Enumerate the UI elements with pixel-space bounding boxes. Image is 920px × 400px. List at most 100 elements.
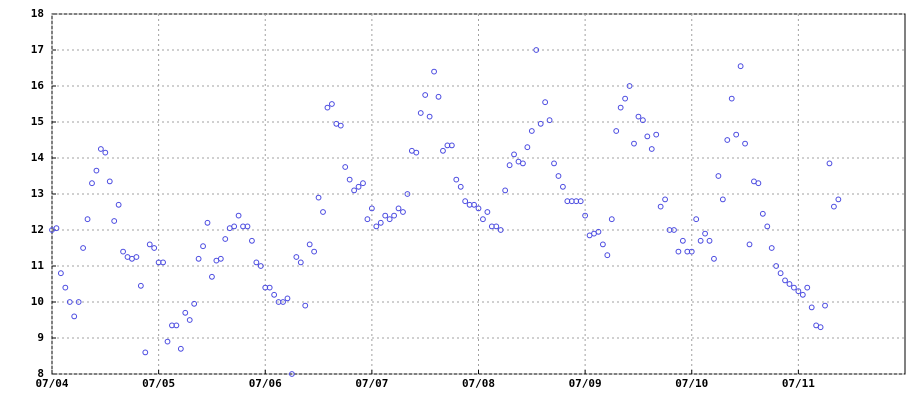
data-point bbox=[480, 216, 486, 223]
data-point bbox=[773, 263, 780, 269]
data-point bbox=[284, 295, 291, 302]
data-point bbox=[164, 338, 171, 345]
data-point bbox=[746, 241, 753, 248]
x-tick-label: 07/07 bbox=[355, 377, 388, 390]
data-point bbox=[342, 164, 349, 170]
data-point bbox=[595, 228, 602, 235]
data-point bbox=[57, 270, 64, 277]
data-point bbox=[528, 128, 535, 134]
data-point bbox=[702, 230, 708, 237]
data-point bbox=[551, 160, 557, 167]
data-point bbox=[386, 216, 393, 223]
data-point bbox=[351, 187, 358, 194]
data-point bbox=[511, 151, 517, 158]
data-point bbox=[782, 277, 788, 284]
data-point bbox=[160, 259, 166, 266]
data-point bbox=[204, 219, 211, 226]
data-point bbox=[115, 201, 122, 208]
data-point bbox=[360, 180, 366, 187]
data-point bbox=[257, 263, 264, 269]
x-tick-label: 07/05 bbox=[142, 377, 175, 390]
data-point bbox=[417, 110, 424, 116]
data-point bbox=[524, 144, 531, 151]
data-point bbox=[697, 237, 704, 244]
y-tick-label: 17 bbox=[31, 43, 44, 56]
data-point bbox=[186, 317, 193, 323]
data-point bbox=[89, 180, 95, 187]
data-point bbox=[324, 104, 331, 111]
data-point bbox=[177, 345, 184, 352]
data-point bbox=[542, 99, 549, 106]
data-point bbox=[302, 302, 309, 309]
data-point bbox=[235, 212, 242, 219]
data-point bbox=[613, 128, 620, 134]
data-point bbox=[62, 284, 69, 291]
data-point bbox=[675, 248, 682, 255]
data-point bbox=[599, 241, 606, 248]
y-tick-label: 13 bbox=[31, 187, 44, 200]
data-point bbox=[693, 216, 700, 223]
data-point bbox=[648, 146, 655, 152]
data-point bbox=[671, 227, 677, 233]
data-point bbox=[644, 133, 651, 140]
data-point bbox=[311, 248, 318, 255]
data-point bbox=[137, 282, 144, 289]
data-point bbox=[315, 194, 322, 201]
data-point bbox=[622, 95, 629, 102]
data-point bbox=[724, 137, 731, 143]
x-tick-label: 07/04 bbox=[35, 377, 68, 390]
data-point bbox=[368, 205, 375, 212]
data-point bbox=[231, 223, 238, 230]
data-point bbox=[111, 218, 118, 224]
data-point bbox=[804, 284, 811, 291]
data-point bbox=[142, 349, 149, 356]
y-tick-label: 11 bbox=[31, 259, 45, 272]
data-point bbox=[462, 198, 469, 205]
data-point bbox=[400, 209, 406, 215]
data-point bbox=[435, 93, 442, 100]
data-point bbox=[71, 313, 78, 320]
y-tick-label: 9 bbox=[37, 331, 44, 344]
data-point bbox=[755, 180, 762, 187]
data-point bbox=[719, 196, 726, 203]
data-point bbox=[799, 291, 806, 298]
data-point bbox=[737, 63, 744, 70]
data-point bbox=[413, 149, 420, 156]
y-tick-label: 16 bbox=[31, 79, 45, 92]
data-point bbox=[506, 162, 513, 169]
data-point bbox=[84, 216, 91, 223]
data-point bbox=[377, 219, 384, 226]
data-point bbox=[217, 255, 224, 262]
data-point bbox=[266, 284, 273, 291]
data-point bbox=[191, 300, 198, 307]
data-point bbox=[440, 147, 446, 154]
data-point bbox=[320, 209, 326, 215]
x-tick-label: 07/06 bbox=[249, 377, 282, 390]
data-point bbox=[289, 371, 295, 377]
data-point bbox=[706, 237, 713, 244]
data-point bbox=[306, 241, 313, 248]
data-point bbox=[560, 183, 566, 190]
data-point bbox=[826, 160, 833, 167]
data-point bbox=[195, 255, 202, 262]
data-point bbox=[346, 176, 353, 183]
data-point bbox=[200, 243, 206, 250]
data-point bbox=[604, 252, 611, 259]
data-point bbox=[244, 223, 251, 230]
data-point bbox=[337, 122, 344, 129]
data-point bbox=[537, 120, 544, 127]
data-point bbox=[93, 167, 100, 174]
data-point bbox=[222, 236, 229, 242]
data-point bbox=[639, 117, 646, 124]
data-point bbox=[426, 113, 433, 120]
data-point bbox=[328, 101, 335, 107]
data-point bbox=[742, 140, 748, 147]
data-point bbox=[835, 196, 842, 203]
data-point bbox=[493, 223, 500, 230]
data-point bbox=[635, 113, 642, 120]
data-point bbox=[617, 104, 624, 111]
data-point bbox=[546, 117, 553, 124]
data-point bbox=[768, 245, 775, 251]
data-point bbox=[497, 227, 504, 233]
